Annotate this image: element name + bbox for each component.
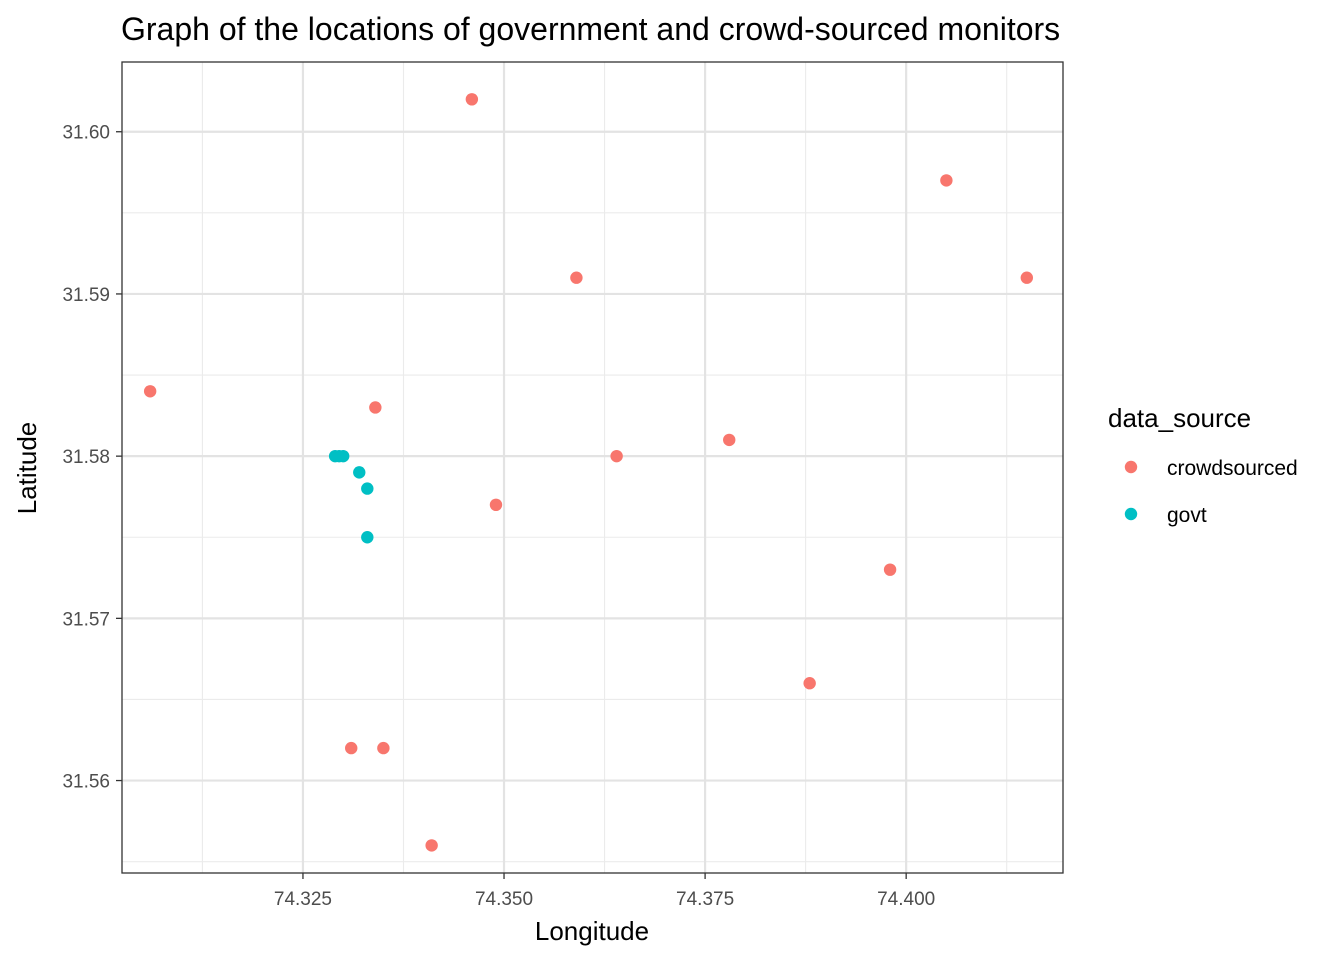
x-tick-label: 74.350 bbox=[475, 889, 533, 910]
legend-key-crowdsourced bbox=[1124, 460, 1138, 474]
crowdsourced-point bbox=[425, 839, 438, 852]
legend-label-govt: govt bbox=[1167, 504, 1207, 527]
crowdsourced-point bbox=[377, 741, 390, 755]
legend-items: crowdsourced govt bbox=[1124, 457, 1298, 527]
data-points bbox=[143, 93, 1034, 852]
legend-label-crowdsourced: crowdsourced bbox=[1167, 457, 1298, 480]
crowdsourced-point bbox=[345, 741, 358, 755]
govt-point bbox=[361, 531, 374, 544]
y-tick-label: 31.59 bbox=[62, 285, 110, 306]
y-tick-label: 31.57 bbox=[62, 609, 110, 630]
major-gridlines bbox=[122, 62, 1063, 873]
crowdsourced-point bbox=[369, 401, 382, 414]
crowdsourced-point bbox=[940, 174, 953, 187]
x-tick-label: 74.325 bbox=[274, 889, 332, 910]
y-tick-label: 31.56 bbox=[62, 772, 110, 793]
crowdsourced-point bbox=[143, 385, 157, 398]
crowdsourced-point bbox=[489, 498, 503, 512]
govt-point bbox=[361, 482, 374, 495]
y-tick-label: 31.60 bbox=[62, 123, 110, 144]
x-tick-label: 74.375 bbox=[676, 889, 734, 910]
govt-point bbox=[353, 466, 366, 479]
y-tick-label: 31.58 bbox=[62, 447, 110, 468]
crowdsourced-point bbox=[1020, 271, 1034, 284]
legend: data_source crowdsourced govt bbox=[1108, 403, 1298, 527]
crowdsourced-point bbox=[610, 449, 623, 463]
plot-panel bbox=[122, 62, 1063, 873]
y-axis-title: Latitude bbox=[12, 422, 42, 515]
crowdsourced-point bbox=[883, 563, 897, 576]
crowdsourced-point bbox=[723, 433, 736, 447]
crowdsourced-point bbox=[465, 93, 479, 106]
x-tick-label: 74.400 bbox=[877, 889, 935, 910]
legend-title: data_source bbox=[1108, 403, 1251, 433]
crowdsourced-point bbox=[570, 271, 583, 284]
crowdsourced-point bbox=[803, 677, 816, 690]
legend-key-govt bbox=[1124, 507, 1138, 521]
x-axis: 74.325 74.350 74.375 74.400 bbox=[274, 873, 935, 910]
plot-border bbox=[121, 61, 1064, 874]
govt-point bbox=[336, 449, 350, 463]
y-axis: 31.56 31.57 31.58 31.59 31.60 bbox=[62, 123, 122, 793]
x-axis-title: Longitude bbox=[535, 916, 649, 946]
chart-title: Graph of the locations of government and… bbox=[121, 11, 1060, 47]
